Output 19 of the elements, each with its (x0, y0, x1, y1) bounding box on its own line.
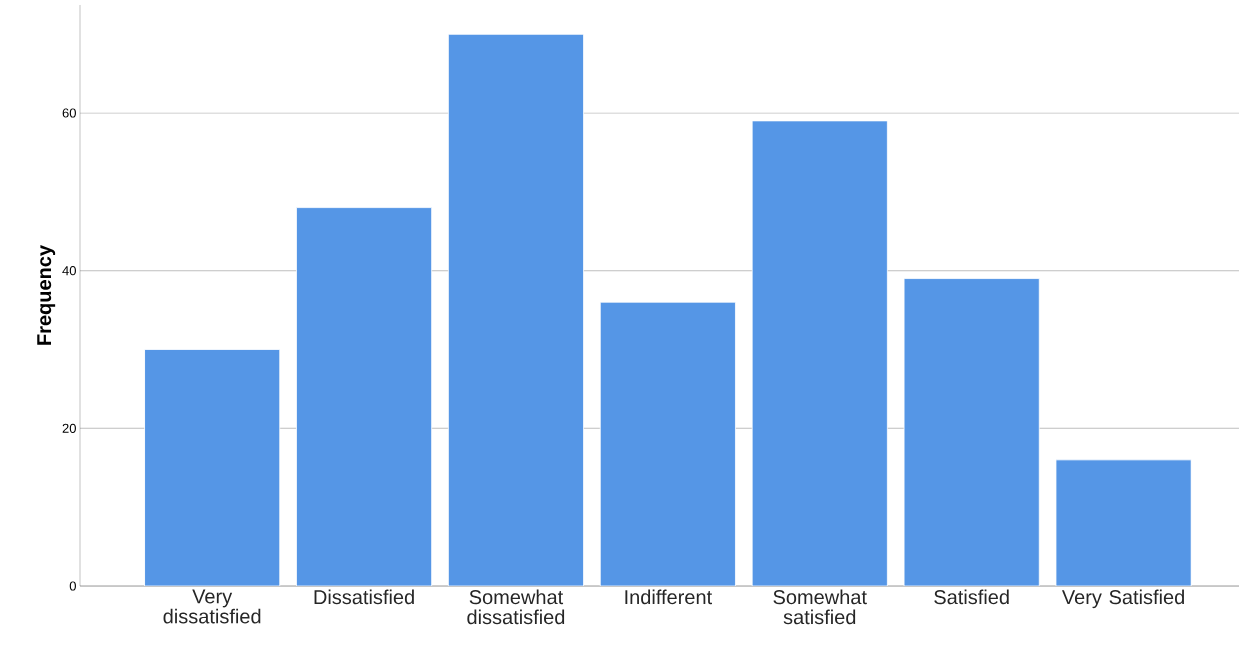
y-tick-label: 40 (62, 266, 76, 276)
bar (751, 120, 888, 586)
bar (903, 278, 1040, 586)
bar (447, 33, 584, 586)
x-tick-label: Satisfied (934, 589, 1009, 605)
x-tick-label: Somewhat dissatisfied (467, 589, 565, 625)
x-tick-label: Very dissatisfied (163, 589, 261, 624)
y-tick-label: 60 (62, 108, 76, 118)
bar (1055, 459, 1192, 586)
x-tick-label: Somewhat satisfied (773, 589, 867, 625)
bar (144, 349, 281, 586)
y-tick-label: 20 (62, 423, 76, 433)
bar (296, 207, 433, 586)
y-tick-label: 0 (69, 581, 76, 591)
x-tick-label: Dissatisfied (314, 589, 414, 605)
y-axis-title: Frequency (37, 245, 56, 345)
x-tick-label: Indifferent (625, 589, 713, 605)
bar (599, 301, 736, 586)
x-tick-label: Very Satisfied (1061, 589, 1184, 609)
